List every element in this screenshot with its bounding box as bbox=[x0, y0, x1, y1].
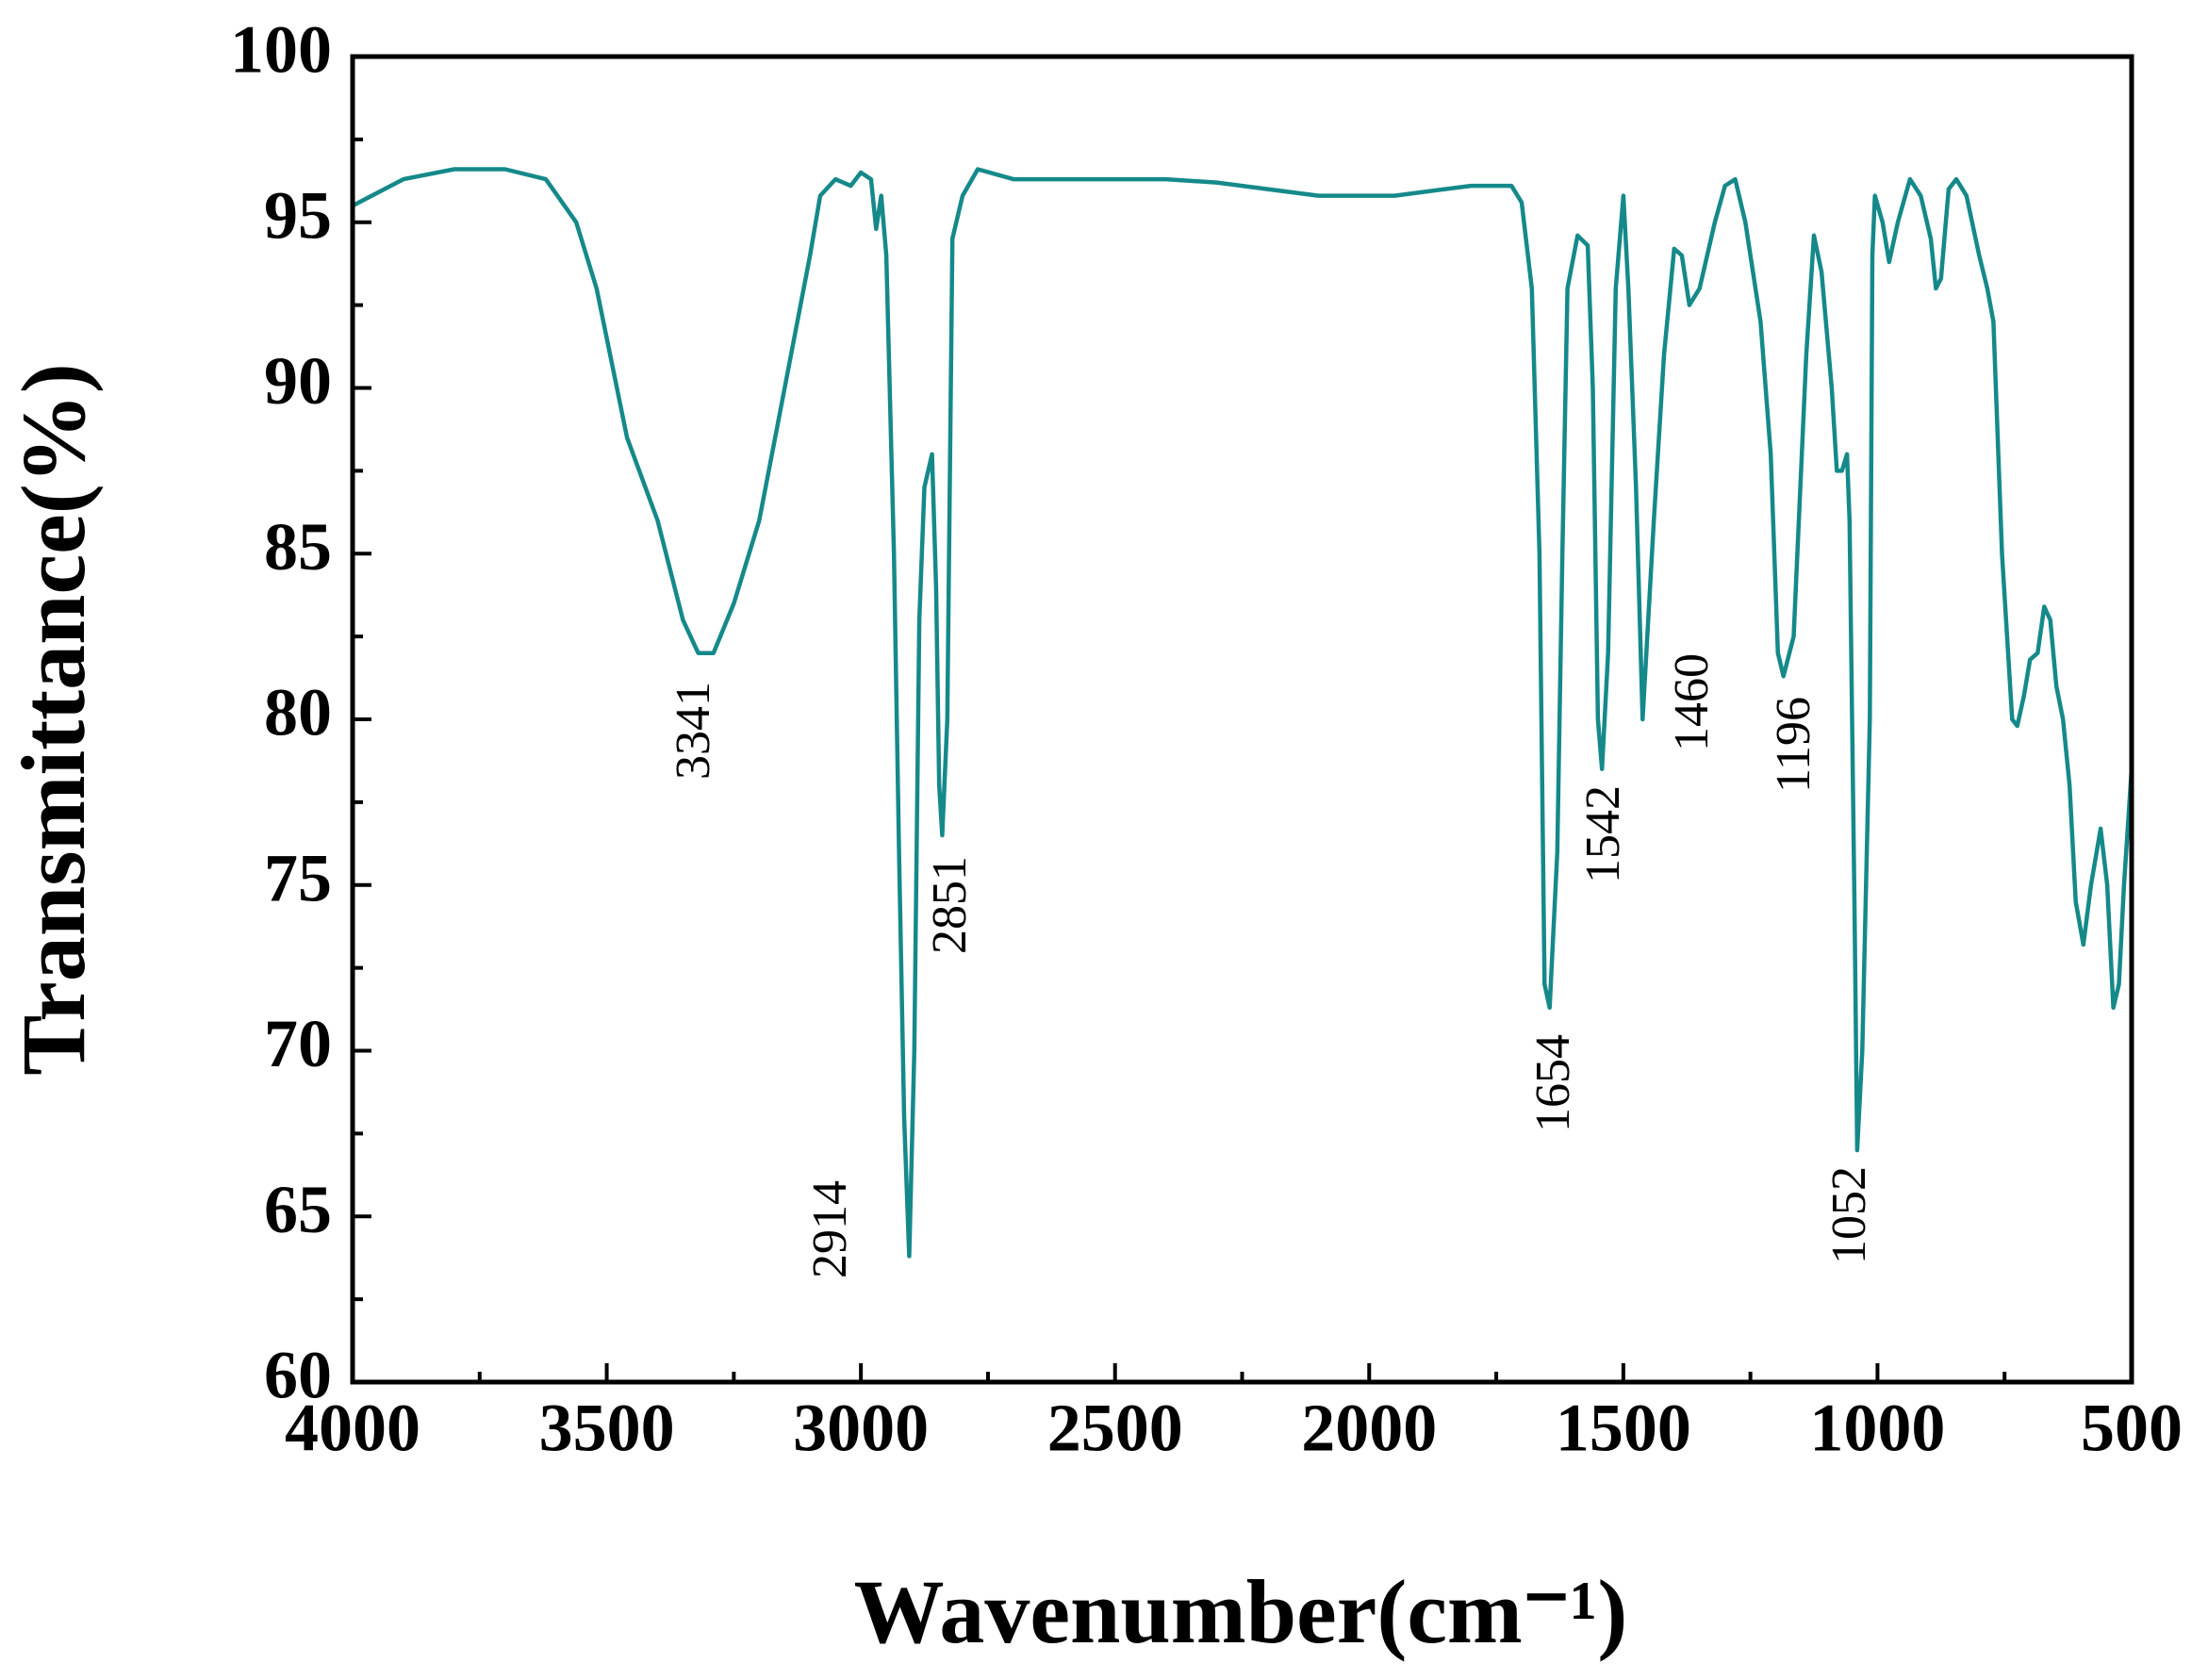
x-tick-label: 1500 bbox=[1556, 1391, 1691, 1466]
x-tick-label: 500 bbox=[2081, 1391, 2183, 1466]
peak-label: 2851 bbox=[923, 856, 977, 954]
y-tick-label: 90 bbox=[264, 343, 332, 419]
x-tick-label: 1000 bbox=[1809, 1391, 1945, 1466]
plot-frame bbox=[350, 54, 2134, 1385]
peak-label: 1052 bbox=[1822, 1166, 1876, 1264]
x-axis-title: Wavenumber(cm⁻¹) bbox=[854, 1561, 1628, 1662]
x-tick-label: 3000 bbox=[793, 1391, 929, 1466]
spectrum-line bbox=[351, 167, 2134, 1259]
y-tick-label: 65 bbox=[264, 1172, 332, 1247]
x-tick-label: 4000 bbox=[285, 1391, 420, 1466]
y-axis-title: Transmittance(%) bbox=[3, 363, 104, 1075]
y-tick-label: 60 bbox=[264, 1338, 332, 1413]
y-tick-label: 80 bbox=[264, 675, 332, 750]
peak-label: 1542 bbox=[1576, 785, 1630, 883]
peak-label: 3341 bbox=[667, 682, 720, 780]
x-tick-label: 2000 bbox=[1301, 1391, 1437, 1466]
y-tick-label: 85 bbox=[264, 509, 332, 585]
x-tick-label: 2500 bbox=[1047, 1391, 1183, 1466]
peak-label: 1460 bbox=[1665, 653, 1719, 751]
y-tick-label: 100 bbox=[230, 12, 332, 88]
peak-label: 2914 bbox=[803, 1180, 857, 1278]
y-tick-label: 95 bbox=[264, 177, 332, 253]
x-tick-label: 3500 bbox=[539, 1391, 675, 1466]
peak-label: 1654 bbox=[1526, 1034, 1580, 1132]
y-tick-label: 70 bbox=[264, 1006, 332, 1081]
peak-label: 1196 bbox=[1767, 697, 1821, 793]
y-tick-label: 75 bbox=[264, 840, 332, 915]
